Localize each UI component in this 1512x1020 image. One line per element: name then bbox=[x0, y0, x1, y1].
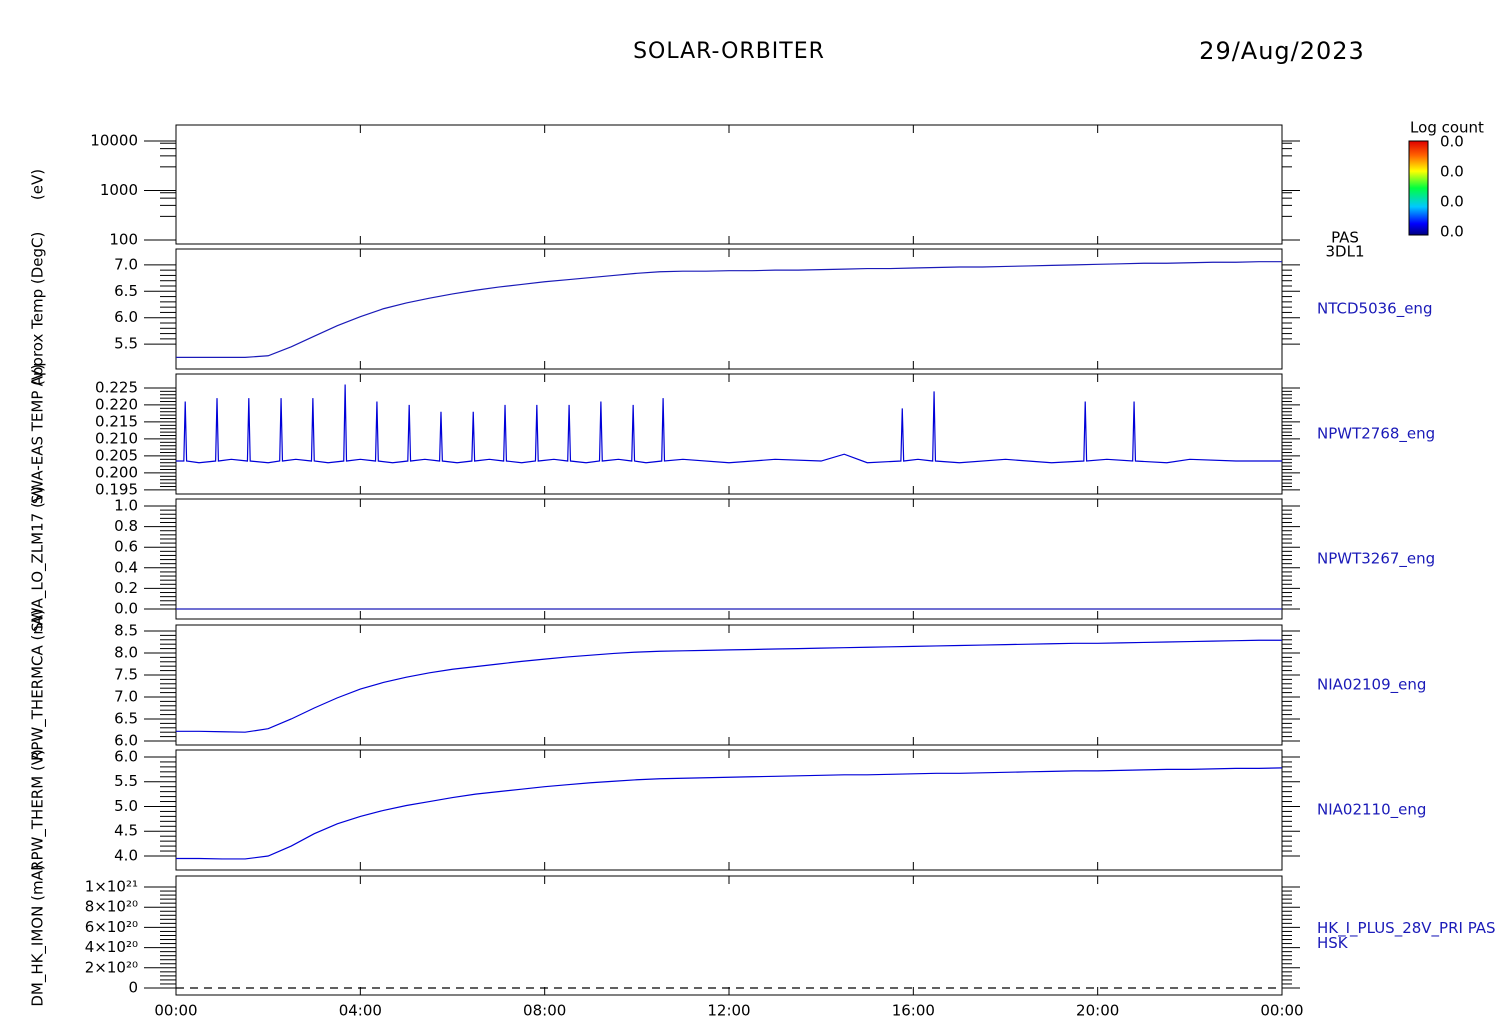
y-axis-label: RPW_THERMCA (nA) bbox=[29, 609, 48, 761]
y-axis-label: RPW_THERM (V) bbox=[29, 749, 48, 871]
y-tick-label: 0.205 bbox=[95, 446, 138, 464]
y-tick-label: 8.0 bbox=[114, 643, 138, 661]
y-tick-label: 0.220 bbox=[95, 395, 138, 413]
series-label: NIA02110_eng bbox=[1317, 801, 1426, 820]
y-tick-label: 0.215 bbox=[95, 412, 138, 430]
series-label: 3DL1 bbox=[1326, 243, 1365, 261]
colorbar-label: 0.0 bbox=[1440, 133, 1464, 151]
y-tick-label: 7.5 bbox=[114, 665, 138, 683]
y-tick-label: 5.5 bbox=[114, 335, 138, 353]
y-tick-label: 0.200 bbox=[95, 463, 138, 481]
colorbar-label: 0.0 bbox=[1440, 223, 1464, 241]
x-tick-label: 08:00 bbox=[523, 1002, 566, 1020]
series-line bbox=[176, 767, 1283, 860]
y-axis-label: SWA-EAS TEMP (V) bbox=[29, 364, 47, 504]
y-axis-label: SWA_LO_ZLM17 (V) bbox=[29, 486, 48, 632]
y-tick-label: 5.0 bbox=[114, 797, 138, 815]
y-tick-label: 6.5 bbox=[114, 709, 138, 727]
y-tick-label: 100 bbox=[109, 230, 138, 248]
y-tick-label: 1×10²¹ bbox=[85, 878, 138, 896]
colorbar-title: Log count bbox=[1410, 119, 1484, 137]
series-label: NPWT3267_eng bbox=[1317, 550, 1435, 569]
y-tick-label: 5.5 bbox=[114, 772, 138, 790]
colorbar-label: 0.0 bbox=[1440, 163, 1464, 181]
y-tick-label: 0.210 bbox=[95, 429, 138, 447]
y-tick-label: 0.0 bbox=[114, 600, 138, 618]
panel-frame bbox=[175, 373, 1283, 495]
series-label: NIA02109_eng bbox=[1317, 676, 1426, 695]
colorbar bbox=[1408, 140, 1429, 236]
y-tick-label: 0.2 bbox=[114, 579, 138, 597]
panel-frame bbox=[175, 248, 1283, 370]
series-label: NPWT2768_eng bbox=[1317, 425, 1435, 444]
y-tick-label: 4.0 bbox=[114, 846, 138, 864]
x-tick-label: 00:00 bbox=[1260, 1002, 1303, 1020]
y-tick-label: 6.0 bbox=[114, 308, 138, 326]
y-tick-label: 0.6 bbox=[114, 538, 138, 556]
y-axis-label: Approx Temp (DegC) bbox=[29, 232, 47, 387]
series-label: PAS bbox=[1331, 229, 1359, 247]
title: SOLAR-ORBITER bbox=[633, 39, 825, 64]
x-tick-label: 00:00 bbox=[154, 1002, 197, 1020]
panel-frame bbox=[175, 124, 1283, 245]
y-tick-label: 0.4 bbox=[114, 558, 138, 576]
y-tick-label: 6.0 bbox=[114, 731, 138, 749]
series-line bbox=[176, 639, 1282, 733]
panel-frame bbox=[175, 875, 1283, 996]
series-label: HSK bbox=[1317, 934, 1349, 952]
y-tick-label: 1.0 bbox=[114, 497, 138, 515]
y-tick-label: 7.0 bbox=[114, 687, 138, 705]
x-tick-label: 20:00 bbox=[1076, 1002, 1119, 1020]
y-tick-label: 0.195 bbox=[95, 480, 138, 498]
y-tick-label: 0 bbox=[128, 979, 138, 997]
series-line bbox=[176, 384, 1282, 464]
series-label: HK_I_PLUS_28V_PRI PAS bbox=[1317, 919, 1496, 938]
y-axis-label: (eV) bbox=[29, 169, 47, 200]
y-tick-label: 8×10²⁰ bbox=[85, 898, 138, 916]
panel-frame bbox=[175, 749, 1283, 871]
y-tick-label: 6.5 bbox=[114, 282, 138, 300]
panel-frame bbox=[175, 498, 1283, 620]
y-tick-label: 8.5 bbox=[114, 621, 138, 639]
y-tick-label: 7.0 bbox=[114, 255, 138, 273]
series-line bbox=[176, 261, 1282, 358]
y-tick-label: 4.5 bbox=[114, 822, 138, 840]
x-tick-label: 12:00 bbox=[707, 1002, 750, 1020]
y-tick-label: 4×10²⁰ bbox=[85, 938, 138, 956]
series-label: NTCD5036_eng bbox=[1317, 300, 1432, 319]
date: 29/Aug/2023 bbox=[1199, 37, 1365, 65]
y-tick-label: 6.0 bbox=[114, 747, 138, 765]
x-tick-label: 16:00 bbox=[892, 1002, 935, 1020]
y-tick-label: 0.225 bbox=[95, 378, 138, 396]
y-tick-label: 2×10²⁰ bbox=[85, 958, 138, 976]
y-tick-label: 6×10²⁰ bbox=[85, 918, 138, 936]
y-tick-label: 10000 bbox=[90, 131, 138, 149]
y-tick-label: 0.8 bbox=[114, 517, 138, 535]
colorbar-label: 0.0 bbox=[1440, 193, 1464, 211]
y-tick-label: 1000 bbox=[100, 181, 138, 199]
x-tick-label: 04:00 bbox=[339, 1002, 382, 1020]
y-axis-label: DM_HK_IMON (mA) bbox=[29, 864, 48, 1006]
